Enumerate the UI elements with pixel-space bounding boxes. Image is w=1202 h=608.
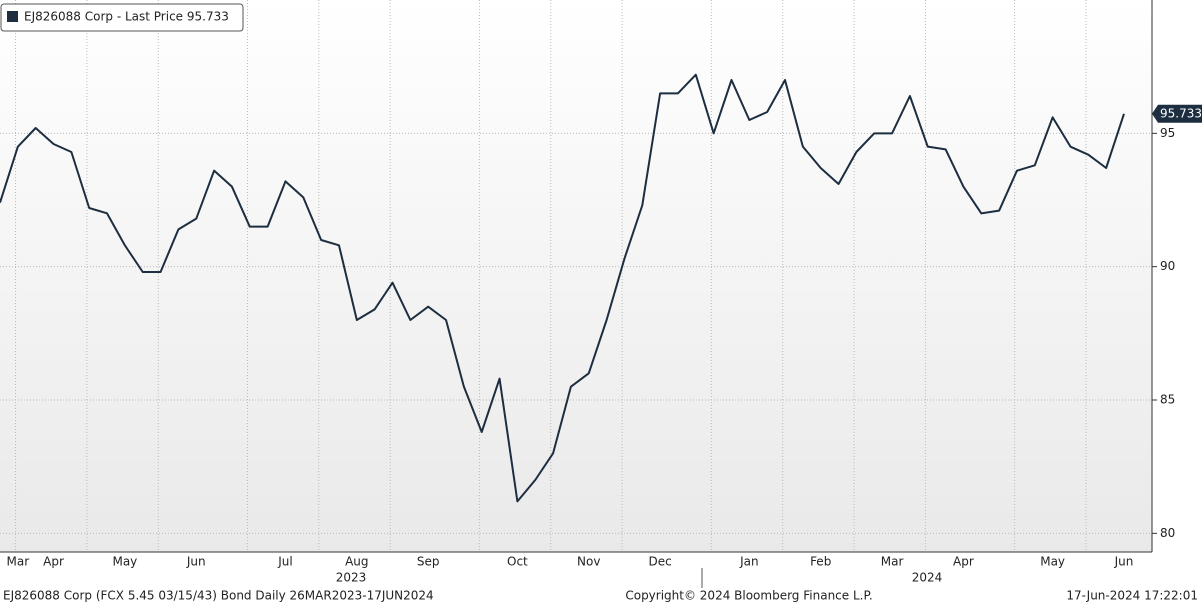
x-tick-label: Mar [881,555,904,569]
x-tick-label: Sep [417,555,440,569]
legend [0,3,244,32]
x-tick-label: May [1040,555,1065,569]
y-tick-label: 80 [1160,526,1175,540]
legend-label: EJ826088 Corp - Last Price 95.733 [24,10,229,24]
x-tick-label: Dec [649,555,672,569]
x-tick-label: Oct [507,555,528,569]
year-label: 2024 [912,571,943,585]
year-label: 2023 [336,571,367,585]
x-tick-label: May [112,555,137,569]
plot-area [0,0,1152,552]
grid [0,0,1157,552]
y-tick-label: 90 [1160,259,1175,273]
x-tick-label: Mar [7,555,30,569]
x-tick-label: Nov [577,555,600,569]
last-price-badge [1152,104,1202,123]
y-tick-label: 85 [1160,393,1175,407]
footer-center: Copyright© 2024 Bloomberg Finance L.P. [625,589,872,603]
price-line [0,73,1125,503]
x-tick-label: Feb [810,555,831,569]
footer-right: 17-Jun-2024 17:22:01 [1066,589,1198,603]
x-tick-label: Aug [345,555,368,569]
x-tick-label: Apr [43,555,64,569]
x-tick-label: Apr [953,555,974,569]
x-tick-label: Jan [739,555,759,569]
y-tick-label: 95 [1160,126,1175,140]
legend-swatch [7,11,18,22]
x-tick-label: Jun [1114,555,1134,569]
footer-left: EJ826088 Corp (FCX 5.45 03/15/43) Bond D… [3,589,434,603]
x-tick-label: Jun [186,555,206,569]
last-price-label: 95.733 [1160,106,1202,120]
plot: 95.733 [0,73,1202,503]
x-tick-label: Jul [277,555,292,569]
